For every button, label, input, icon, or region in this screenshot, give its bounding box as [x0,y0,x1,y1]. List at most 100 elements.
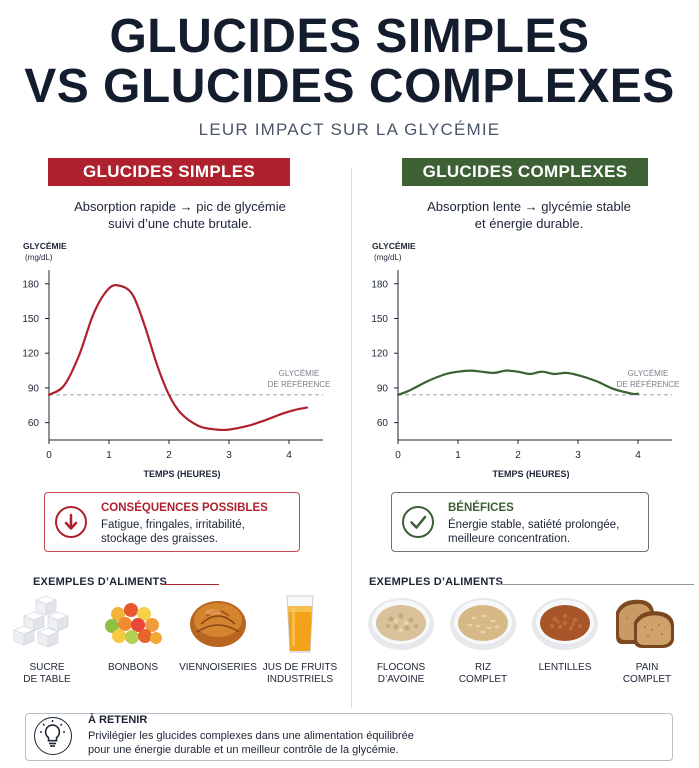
food-label-line: D’AVOINE [377,674,425,685]
food-label: FLOCONS D’AVOINE [357,662,445,686]
food-item: VIENNOISERIES [178,590,258,690]
food-label: RIZ COMPLET [439,662,527,686]
y-axis-unit: (mg/dL) [25,253,53,262]
food-label-line: DE TABLE [23,674,71,685]
food-label-line: COMPLET [458,674,508,685]
juice-glass-icon [286,595,314,653]
x-tick-label: 3 [226,450,232,461]
food-label-line: FLOCONS [376,662,426,673]
food-label-line: BONBONS [107,662,158,673]
x-axis-label: TEMPS (HEURES) [143,469,220,479]
examples-rule [498,584,694,585]
foods-complex: FLOCONS D’AVOINE RIZ COMPLET [364,590,694,690]
foods-simple: SUCRE DE TABLE BONBONS [12,590,345,690]
x-tick-label: 2 [166,450,172,461]
banner-complex: GLUCIDES COMPLEXES [402,158,648,186]
food-item: FLOCONS D’AVOINE [361,590,441,690]
food-label-line: INDUSTRIELS [266,674,334,685]
benefits-line: meilleure concentration. [448,533,571,545]
benefits-title: BÉNÉFICES [448,502,514,514]
benefits-line: Énergie stable, satiété prolongée, [448,519,620,531]
food-label: LENTILLES [521,662,609,674]
sugar-cubes-icon [12,595,70,648]
examples-rule [161,584,219,585]
description-line: Absorption lente → glycémie stable [427,199,631,214]
food-label-line: PAIN [635,662,659,673]
food-label: JUS DE FRUITS INDUSTRIELS [256,662,344,686]
y-axis-label: GLYCÉMIE [23,241,67,251]
benefits-box: BÉNÉFICES Énergie stable, satiété prolon… [391,492,649,552]
y-tick-label: 120 [371,349,388,360]
x-tick-label: 4 [635,450,641,461]
examples-heading-simple: EXEMPLES D’ALIMENTS [33,576,167,588]
series-line [396,369,640,396]
x-axis-label: TEMPS (HEURES) [492,469,569,479]
chart-simple: GLYCÉMIE (mg/dL) 60 90 120 150 180 0 1 2 3 4 TEMPS (… [15,240,345,480]
candies-icon [105,603,162,644]
y-tick-label: 60 [377,418,389,429]
x-tick-label: 4 [286,450,292,461]
reference-label: DE RÉFÉRENCE [617,380,680,389]
x-tick-label: 0 [46,450,52,461]
lentils-bowl-icon [532,598,598,650]
y-tick-label: 60 [28,418,40,429]
panel-complex-carbs: GLUCIDES COMPLEXES Absorption lente → gl… [364,158,694,698]
benefits-text: Énergie stable, satiété prolongée, meill… [448,518,644,546]
food-item: BONBONS [93,590,173,690]
examples-heading-complex: EXEMPLES D’ALIMENTS [369,576,503,588]
x-tick-label: 1 [106,450,112,461]
reference-label: GLYCÉMIE [628,369,669,378]
y-tick-label: 180 [371,279,388,290]
y-tick-label: 90 [377,383,389,394]
arrow-down-icon [55,506,87,538]
x-tick-label: 3 [575,450,581,461]
food-item: JUS DE FRUITS INDUSTRIELS [260,590,340,690]
checkmark-icon [402,506,434,538]
food-label: BONBONS [89,662,177,674]
x-tick-label: 2 [515,450,521,461]
rice-bowl-icon [450,598,516,650]
consequences-box: CONSÉQUENCES POSSIBLES Fatigue, fringale… [44,492,300,552]
consequences-text: Fatigue, fringales, irritabilité, stocka… [101,518,297,546]
y-tick-label: 180 [22,279,39,290]
description-line: suivi d’une chute brutale. [108,216,252,231]
food-label-line: LENTILLES [538,662,592,673]
page-subtitle: LEUR IMPACT SUR LA GLYCÉMIE [198,120,501,139]
y-axis-unit: (mg/dL) [374,253,402,262]
takeaway-line: pour une énergie durable et un meilleur … [88,744,399,756]
takeaway-line: Privilégier les glucides complexes dans … [88,730,414,742]
bread-icon [616,599,674,648]
y-tick-label: 150 [371,314,388,325]
description-line: et énergie durable. [474,216,584,231]
description-complex: Absorption lente → glycémie stable et én… [364,198,694,232]
y-tick-label: 90 [28,383,40,394]
series-line [47,284,309,432]
food-item: SUCRE DE TABLE [7,590,87,690]
x-tick-label: 1 [455,450,461,461]
banner-simple: GLUCIDES SIMPLES [48,158,290,186]
food-label-line: JUS DE FRUITS [262,662,338,673]
oat-bowl-icon [368,598,434,650]
chart-svg: GLYCÉMIE (mg/dL) 60 90 120 150 180 0 1 2 3 4 TEMPS (… [371,241,680,479]
reference-label: DE RÉFÉRENCE [268,380,331,389]
takeaway-title: À RETENIR [88,714,148,726]
page-title-line1: GLUCIDES SIMPLES [109,10,590,63]
center-divider [351,168,352,708]
consequences-title: CONSÉQUENCES POSSIBLES [101,502,268,514]
description-line: Absorption rapide → pic de glycémie [74,199,286,214]
chart-complex: GLYCÉMIE (mg/dL) 60 90 120 150 180 0 1 2 3 4 TEMPS (… [364,240,694,480]
food-label: PAIN COMPLET [603,662,691,686]
food-label-line: COMPLET [622,674,672,685]
y-axis-label: GLYCÉMIE [372,241,416,251]
takeaway-text: Privilégier les glucides complexes dans … [88,729,414,757]
food-label-line: VIENNOISERIES [179,662,257,673]
x-tick-label: 0 [395,450,401,461]
y-tick-label: 150 [22,314,39,325]
food-label-line: SUCRE [29,662,65,673]
panel-simple-carbs: GLUCIDES SIMPLES Absorption rapide → pic… [12,158,345,698]
food-item: PAIN COMPLET [607,590,687,690]
croissant-icon [190,601,246,647]
food-label-line: RIZ [474,662,492,673]
food-item: RIZ COMPLET [443,590,523,690]
food-item: LENTILLES [525,590,605,690]
